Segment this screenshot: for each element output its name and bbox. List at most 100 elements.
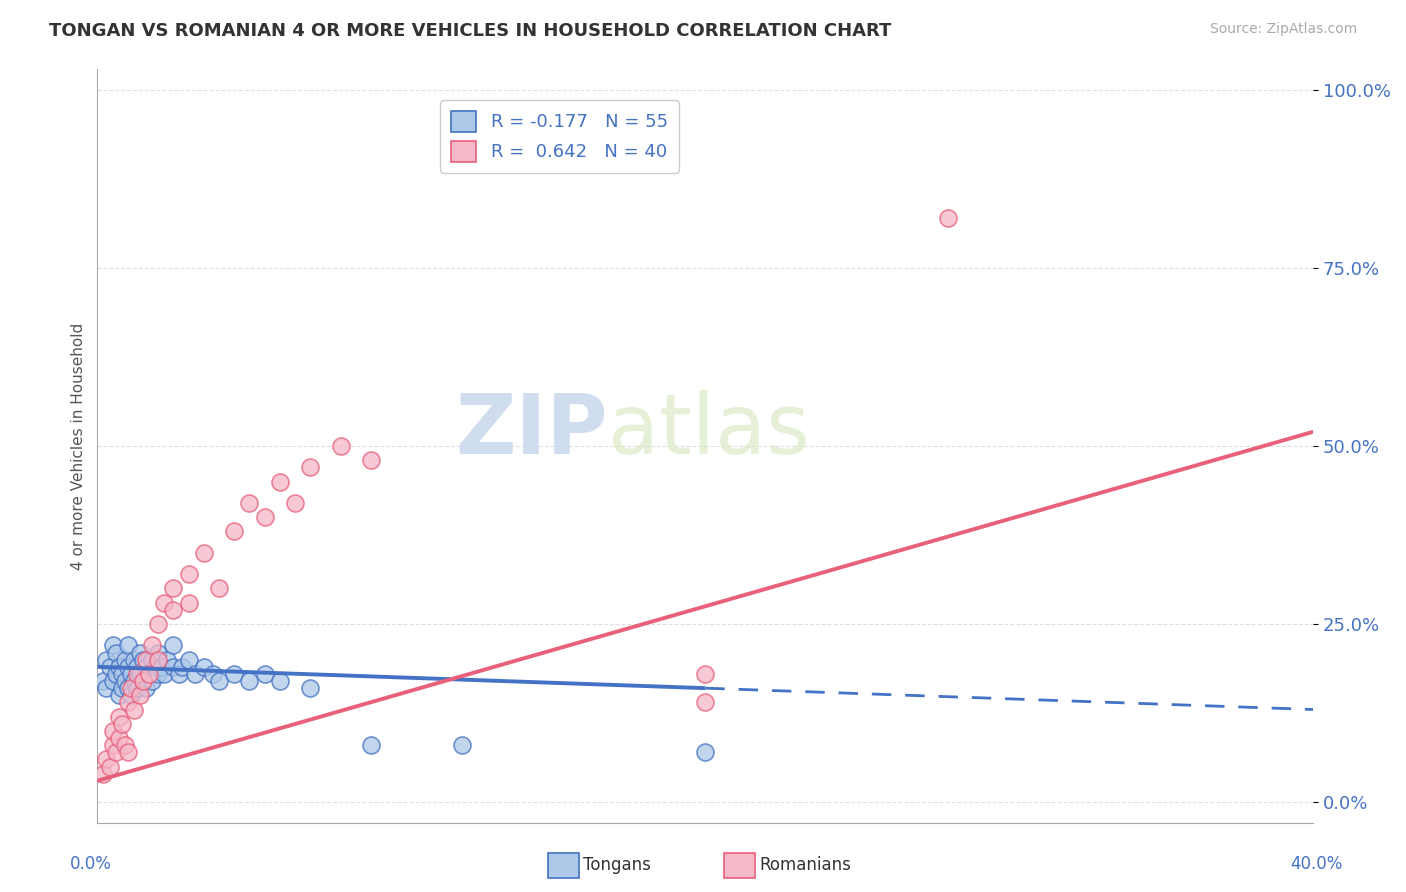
Point [143,660,166,674]
Point [125,681,148,695]
Text: 0.0%: 0.0% [70,855,112,872]
Point [122,673,145,688]
Point [101,723,124,738]
Point [96,653,118,667]
Point [138,667,160,681]
Point [104,667,127,681]
Point [141,639,163,653]
Point [162,603,184,617]
Point [117,695,139,709]
Point [122,702,145,716]
Point [120,688,142,702]
Point [107,688,129,702]
Point [224,667,246,681]
Point [360,738,382,752]
Text: atlas: atlas [607,391,810,471]
Y-axis label: 4 or more Vehicles in Household: 4 or more Vehicles in Household [72,322,86,570]
Point [146,617,169,632]
Point [238,496,260,510]
Point [172,660,194,674]
Text: Tongans: Tongans [583,856,651,874]
Point [360,453,382,467]
Point [111,681,134,695]
Point [162,660,184,674]
Point [153,596,176,610]
Point [162,582,184,596]
Point [129,688,152,702]
Point [101,673,124,688]
Point [125,660,148,674]
Point [129,646,152,660]
Point [451,738,474,752]
Point [146,646,169,660]
Point [183,667,205,681]
Point [153,667,176,681]
Point [146,653,169,667]
Point [111,667,134,681]
Point [117,681,139,695]
Point [269,475,291,489]
Point [132,653,155,667]
Point [135,653,157,667]
Point [177,653,200,667]
Point [938,211,960,225]
Point [329,439,352,453]
Point [104,646,127,660]
Point [98,759,121,773]
Point [193,546,215,560]
Point [114,738,136,752]
Point [96,681,118,695]
Text: TONGAN VS ROMANIAN 4 OR MORE VEHICLES IN HOUSEHOLD CORRELATION CHART: TONGAN VS ROMANIAN 4 OR MORE VEHICLES IN… [49,22,891,40]
Point [138,667,160,681]
Point [695,695,717,709]
Text: Source: ZipAtlas.com: Source: ZipAtlas.com [1209,22,1357,37]
Point [208,582,231,596]
Point [177,596,200,610]
Point [117,639,139,653]
Point [117,660,139,674]
Point [129,667,152,681]
Point [695,667,717,681]
Point [201,667,224,681]
Point [269,673,291,688]
Point [253,510,276,524]
Point [146,667,169,681]
Point [150,660,173,674]
Point [101,639,124,653]
Point [162,639,184,653]
Point [299,460,322,475]
Text: 40.0%: 40.0% [1291,855,1343,872]
Point [695,745,717,759]
Point [114,673,136,688]
Point [253,667,276,681]
Point [107,660,129,674]
Text: ZIP: ZIP [456,391,607,471]
Point [141,673,163,688]
Point [104,745,127,759]
Text: Romanians: Romanians [759,856,851,874]
Point [98,660,121,674]
Point [120,681,142,695]
Point [141,653,163,667]
Point [224,524,246,539]
Point [132,673,155,688]
Point [284,496,307,510]
Point [114,653,136,667]
Point [238,673,260,688]
Point [125,667,148,681]
Point [101,738,124,752]
Point [135,660,157,674]
Point [93,673,115,688]
Point [193,660,215,674]
Point [96,752,118,766]
Point [169,667,191,681]
Point [93,766,115,780]
Point [299,681,322,695]
Point [117,745,139,759]
Point [177,567,200,582]
Point [107,709,129,723]
Point [107,731,129,745]
Legend: R = -0.177   N = 55, R =  0.642   N = 40: R = -0.177 N = 55, R = 0.642 N = 40 [440,100,679,172]
Point [132,673,155,688]
Point [120,667,142,681]
